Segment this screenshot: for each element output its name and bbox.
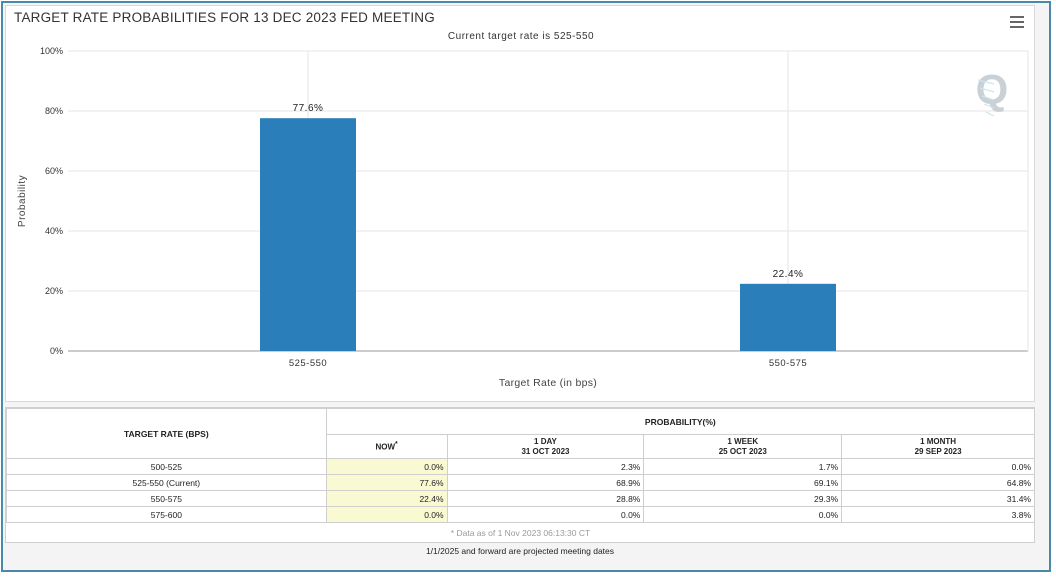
bar-525-550 [260,118,356,351]
value-cell: 0.0% [446,506,645,523]
value-cell-now: 77.6% [325,474,448,491]
value-cell: 0.0% [841,458,1035,475]
hamburger-menu-icon[interactable] [1010,16,1024,28]
col-1month-date: 29 SEP 2023 [914,446,962,456]
target-rate-header: TARGET RATE (BPS) [6,408,327,459]
value-cell: 0.0% [643,506,843,523]
col-1month-label: 1 MONTH [920,436,957,446]
value-cell-now: 0.0% [325,506,448,523]
value-cell: 64.8% [841,474,1035,491]
y-axis-title: Probability [17,175,28,227]
value-cell: 68.9% [446,474,645,491]
chart-panel: TARGET RATE PROBABILITIES FOR 13 DEC 202… [5,5,1035,402]
y-tick-label: 40% [45,226,63,236]
x-axis-title: Target Rate (in bps) [499,377,597,389]
table-row: 575-600 0.0% 0.0% 0.0% 3.8% [6,506,1035,523]
bar-chart: 0% 20% 40% 60% 80% 100% 77.6% 525-550 22.4% 550-5… [17,31,1029,389]
y-tick-label: 60% [45,166,63,176]
value-cell: 3.8% [841,506,1035,523]
value-cell: 28.8% [446,490,645,507]
chart-title: TARGET RATE PROBABILITIES FOR 13 DEC 202… [14,10,435,25]
probability-header: PROBABILITY(%) [325,408,1036,435]
rate-cell: 500-525 [6,458,327,475]
value-cell-now: 22.4% [325,490,448,507]
value-cell: 29.3% [643,490,843,507]
rate-cell: 525-550 (Current) [6,474,327,491]
data-label: 22.4% [773,269,804,280]
watermark-stripe [979,87,995,93]
y-tick-label: 0% [50,346,63,356]
col-1week-date: 25 OCT 2023 [718,446,767,456]
y-tick-label: 100% [40,46,63,56]
table-row: 525-550 (Current) 77.6% 68.9% 69.1% 64.8… [6,474,1035,491]
rate-cell: 550-575 [6,490,327,507]
col-header-1week: 1 WEEK 25 OCT 2023 [643,434,843,459]
col-1day-label: 1 DAY [534,436,557,446]
col-header-now: NOW* [325,434,448,459]
col-now-mark: * [395,441,398,449]
col-header-1day: 1 DAY 31 OCT 2023 [446,434,645,459]
col-header-1month: 1 MONTH 29 SEP 2023 [841,434,1035,459]
chart-subtitle: Current target rate is 525-550 [448,31,594,42]
watermark-stripe [985,111,995,117]
watermark-stripe [977,79,995,85]
rate-cell: 575-600 [6,506,327,523]
col-1day-date: 31 OCT 2023 [521,446,570,456]
value-cell: 69.1% [643,474,843,491]
value-cell: 2.3% [446,458,645,475]
col-1week-label: 1 WEEK [727,436,759,446]
watermark-stripe [983,103,995,109]
table-row: 550-575 22.4% 28.8% 29.3% 31.4% [6,490,1035,507]
y-tick-label: 20% [45,286,63,296]
bar-550-575 [740,283,836,351]
watermark-stripe [981,95,995,101]
table-row: 500-525 0.0% 2.3% 1.7% 0.0% [6,458,1035,475]
y-tick-label: 80% [45,106,63,116]
value-cell: 31.4% [841,490,1035,507]
value-cell: 1.7% [643,458,843,475]
x-tick-label: 550-575 [769,358,807,369]
data-timestamp-footnote: * Data as of 1 Nov 2023 06:13:30 CT [450,528,591,538]
value-cell-now: 0.0% [325,458,448,475]
watermark-logo: Q [976,66,1009,113]
col-now-label: NOW [375,442,396,452]
probability-table: TARGET RATE (BPS) PROBABILITY(%) NOW* 1 … [6,408,1036,523]
probability-table-panel: TARGET RATE (BPS) PROBABILITY(%) NOW* 1 … [5,407,1036,543]
x-tick-label: 525-550 [289,358,327,369]
projected-dates-note: 1/1/2025 and forward are projected meeti… [425,546,615,556]
data-label: 77.6% [293,103,324,114]
